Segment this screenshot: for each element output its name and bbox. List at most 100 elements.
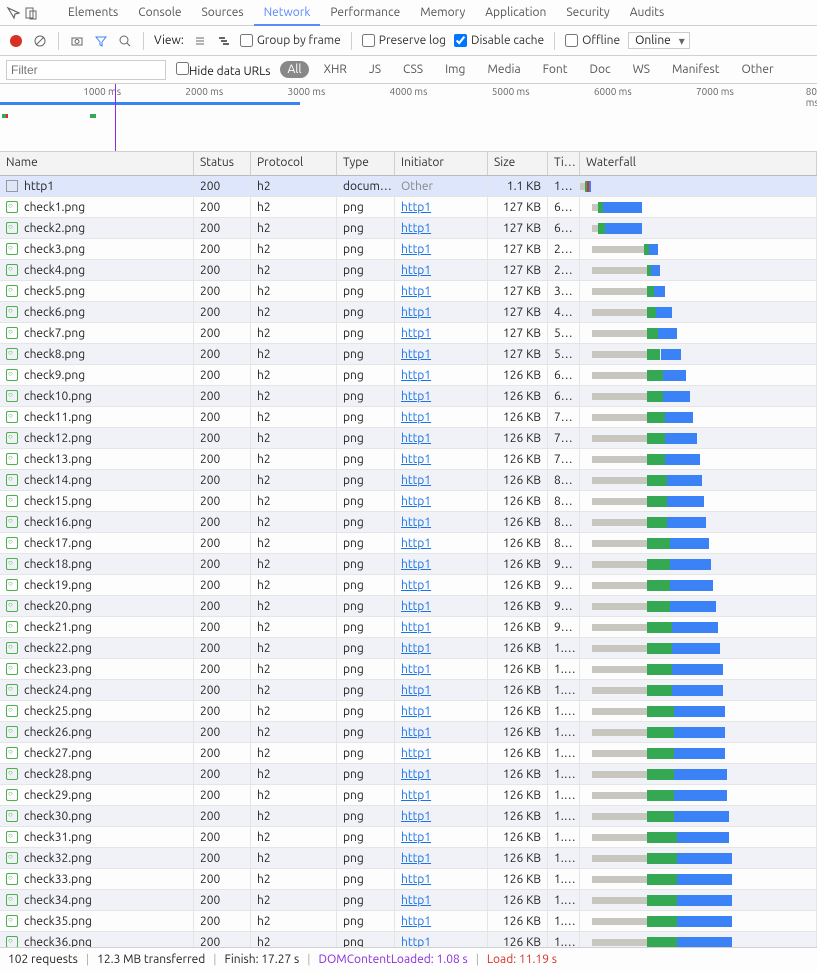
tab-elements[interactable]: Elements	[58, 1, 128, 24]
initiator-link[interactable]: http1	[401, 789, 431, 802]
col-initiator[interactable]: Initiator	[395, 152, 488, 175]
initiator-link[interactable]: http1	[401, 369, 431, 382]
initiator-link[interactable]: http1	[401, 747, 431, 760]
filter-type-media[interactable]: Media	[480, 61, 527, 78]
table-row[interactable]: check10.png200h2pnghttp1126 KB6…	[0, 386, 817, 407]
table-row[interactable]: check33.png200h2pnghttp1126 KB1.…	[0, 869, 817, 890]
col-size[interactable]: Size	[488, 152, 548, 175]
table-row[interactable]: http1200h2docum…Other1.1 KB1…	[0, 176, 817, 197]
tab-network[interactable]: Network	[254, 1, 321, 26]
table-row[interactable]: check12.png200h2pnghttp1126 KB7…	[0, 428, 817, 449]
tab-sources[interactable]: Sources	[191, 1, 253, 24]
tab-console[interactable]: Console	[128, 1, 191, 24]
table-row[interactable]: check36.png200h2pnghttp1126 KB1.…	[0, 932, 817, 947]
table-row[interactable]: check27.png200h2pnghttp1126 KB1.…	[0, 743, 817, 764]
table-row[interactable]: check23.png200h2pnghttp1126 KB1.…	[0, 659, 817, 680]
table-row[interactable]: check6.png200h2pnghttp1127 KB4…	[0, 302, 817, 323]
initiator-link[interactable]: http1	[401, 705, 431, 718]
initiator-link[interactable]: http1	[401, 768, 431, 781]
table-row[interactable]: check18.png200h2pnghttp1126 KB9…	[0, 554, 817, 575]
initiator-link[interactable]: http1	[401, 411, 431, 424]
initiator-link[interactable]: http1	[401, 390, 431, 403]
initiator-link[interactable]: http1	[401, 936, 431, 948]
table-row[interactable]: check29.png200h2pnghttp1126 KB1.…	[0, 785, 817, 806]
filter-type-font[interactable]: Font	[536, 61, 575, 78]
filter-type-other[interactable]: Other	[734, 61, 780, 78]
initiator-link[interactable]: http1	[401, 264, 431, 277]
initiator-link[interactable]: http1	[401, 600, 431, 613]
filter-type-all[interactable]: All	[280, 61, 308, 78]
col-protocol[interactable]: Protocol	[251, 152, 337, 175]
inspect-icon[interactable]	[4, 6, 22, 20]
initiator-link[interactable]: http1	[401, 474, 431, 487]
table-row[interactable]: check34.png200h2pnghttp1126 KB1.…	[0, 890, 817, 911]
initiator-link[interactable]: http1	[401, 663, 431, 676]
table-row[interactable]: check17.png200h2pnghttp1126 KB8…	[0, 533, 817, 554]
search-icon[interactable]	[117, 33, 133, 49]
table-row[interactable]: check9.png200h2pnghttp1126 KB6…	[0, 365, 817, 386]
table-row[interactable]: check35.png200h2pnghttp1126 KB1.…	[0, 911, 817, 932]
record-button[interactable]	[8, 33, 24, 49]
initiator-link[interactable]: http1	[401, 915, 431, 928]
timeline-overview[interactable]: 1000 ms2000 ms3000 ms4000 ms5000 ms6000 …	[0, 84, 817, 152]
initiator-link[interactable]: http1	[401, 285, 431, 298]
table-row[interactable]: check26.png200h2pnghttp1126 KB1.…	[0, 722, 817, 743]
initiator-link[interactable]: http1	[401, 516, 431, 529]
tab-memory[interactable]: Memory	[410, 1, 475, 24]
col-name[interactable]: Name	[0, 152, 194, 175]
initiator-link[interactable]: http1	[401, 201, 431, 214]
col-waterfall[interactable]: Waterfall	[580, 152, 817, 175]
initiator-link[interactable]: http1	[401, 348, 431, 361]
initiator-link[interactable]: http1	[401, 453, 431, 466]
table-row[interactable]: check22.png200h2pnghttp1126 KB1.…	[0, 638, 817, 659]
initiator-link[interactable]: http1	[401, 243, 431, 256]
table-row[interactable]: check1.png200h2pnghttp1127 KB6…	[0, 197, 817, 218]
filter-type-xhr[interactable]: XHR	[317, 61, 354, 78]
filter-type-js[interactable]: JS	[362, 61, 388, 78]
table-row[interactable]: check28.png200h2pnghttp1126 KB1.…	[0, 764, 817, 785]
view-waterfall-icon[interactable]	[216, 33, 232, 49]
table-row[interactable]: check19.png200h2pnghttp1126 KB9…	[0, 575, 817, 596]
filter-type-img[interactable]: Img	[438, 61, 472, 78]
initiator-link[interactable]: http1	[401, 327, 431, 340]
table-row[interactable]: check7.png200h2pnghttp1127 KB5…	[0, 323, 817, 344]
initiator-link[interactable]: http1	[401, 642, 431, 655]
tab-performance[interactable]: Performance	[320, 1, 410, 24]
table-row[interactable]: check8.png200h2pnghttp1127 KB5…	[0, 344, 817, 365]
table-row[interactable]: check21.png200h2pnghttp1126 KB9…	[0, 617, 817, 638]
table-row[interactable]: check16.png200h2pnghttp1126 KB8…	[0, 512, 817, 533]
initiator-link[interactable]: http1	[401, 810, 431, 823]
table-row[interactable]: check31.png200h2pnghttp1126 KB1.…	[0, 827, 817, 848]
initiator-link[interactable]: http1	[401, 306, 431, 319]
col-time[interactable]: Ti…	[548, 152, 580, 175]
initiator-link[interactable]: http1	[401, 873, 431, 886]
filter-icon[interactable]	[93, 33, 109, 49]
initiator-link[interactable]: http1	[401, 726, 431, 739]
table-row[interactable]: check2.png200h2pnghttp1127 KB6…	[0, 218, 817, 239]
table-header[interactable]: Name Status Protocol Type Initiator Size…	[0, 152, 817, 176]
initiator-link[interactable]: http1	[401, 432, 431, 445]
initiator-link[interactable]: http1	[401, 579, 431, 592]
table-row[interactable]: check20.png200h2pnghttp1126 KB9…	[0, 596, 817, 617]
device-mode-icon[interactable]	[22, 6, 40, 20]
initiator-link[interactable]: http1	[401, 558, 431, 571]
filter-type-ws[interactable]: WS	[626, 61, 657, 78]
offline-checkbox[interactable]: Offline	[565, 34, 620, 47]
initiator-link[interactable]: http1	[401, 831, 431, 844]
group-by-frame-checkbox[interactable]: Group by frame	[240, 34, 341, 47]
disable-cache-checkbox[interactable]: Disable cache	[454, 34, 544, 47]
tab-application[interactable]: Application	[475, 1, 556, 24]
table-row[interactable]: check3.png200h2pnghttp1127 KB2…	[0, 239, 817, 260]
initiator-link[interactable]: http1	[401, 852, 431, 865]
tab-audits[interactable]: Audits	[620, 1, 675, 24]
table-row[interactable]: check13.png200h2pnghttp1126 KB7…	[0, 449, 817, 470]
col-status[interactable]: Status	[194, 152, 251, 175]
table-row[interactable]: check32.png200h2pnghttp1126 KB1.…	[0, 848, 817, 869]
table-row[interactable]: check4.png200h2pnghttp1127 KB2…	[0, 260, 817, 281]
table-row[interactable]: check14.png200h2pnghttp1126 KB8…	[0, 470, 817, 491]
filter-type-doc[interactable]: Doc	[583, 61, 618, 78]
filter-type-manifest[interactable]: Manifest	[665, 61, 726, 78]
screenshot-icon[interactable]	[69, 33, 85, 49]
col-type[interactable]: Type	[337, 152, 395, 175]
initiator-link[interactable]: http1	[401, 684, 431, 697]
